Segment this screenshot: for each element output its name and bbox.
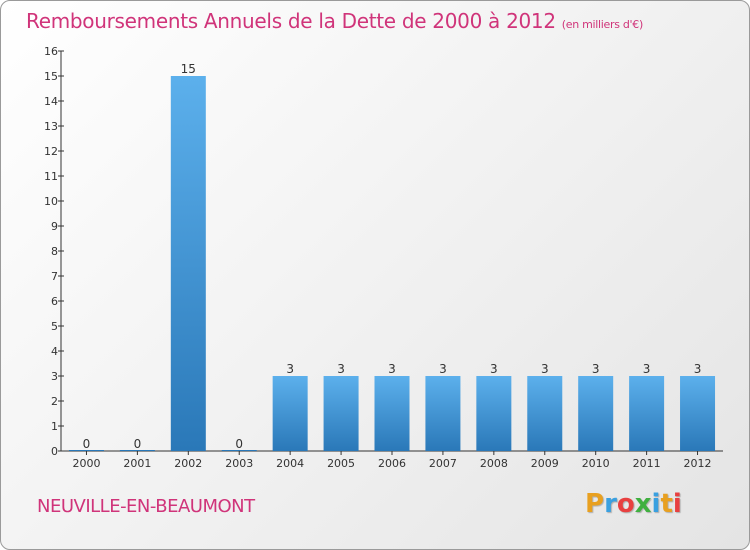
logo-letter: i — [651, 489, 661, 519]
logo-letter: o — [616, 489, 635, 519]
chart-unit: (en milliers d'€) — [561, 18, 643, 31]
data-label: 3 — [286, 362, 294, 376]
x-tick-label: 2004 — [276, 457, 304, 470]
x-tick-label: 2000 — [72, 457, 100, 470]
logo-letter: i — [672, 489, 682, 519]
chart-title: Remboursements Annuels de la Dette de 20… — [26, 9, 643, 33]
bar — [323, 376, 359, 451]
bar — [119, 450, 155, 451]
data-label: 15 — [181, 62, 196, 76]
y-tick-label: 6 — [51, 295, 58, 308]
data-label: 0 — [235, 437, 243, 451]
data-label: 3 — [388, 362, 396, 376]
y-tick-label: 1 — [51, 420, 58, 433]
x-tick-label: 2001 — [123, 457, 151, 470]
x-tick-label: 2002 — [174, 457, 202, 470]
y-tick-label: 11 — [44, 170, 58, 183]
proxiti-logo: Proxiti — [585, 489, 682, 519]
bar — [527, 376, 563, 451]
bar — [272, 376, 308, 451]
data-label: 3 — [490, 362, 498, 376]
data-label: 3 — [592, 362, 600, 376]
logo-letter: t — [660, 489, 673, 519]
y-tick-label: 13 — [44, 120, 58, 133]
x-tick-label: 2003 — [225, 457, 253, 470]
y-tick-label: 12 — [44, 145, 58, 158]
data-label: 0 — [134, 437, 142, 451]
y-tick-label: 7 — [51, 270, 58, 283]
y-tick-label: 2 — [51, 395, 58, 408]
x-tick-label: 2011 — [633, 457, 661, 470]
data-label: 3 — [337, 362, 345, 376]
data-label: 0 — [83, 437, 91, 451]
bar — [680, 376, 716, 451]
chart-title-text: Remboursements Annuels de la Dette de 20… — [26, 9, 556, 33]
bar — [221, 450, 257, 451]
x-tick-label: 2005 — [327, 457, 355, 470]
data-label: 3 — [541, 362, 549, 376]
bar — [170, 76, 206, 451]
x-tick-label: 2007 — [429, 457, 457, 470]
y-tick-label: 14 — [44, 95, 58, 108]
y-tick-label: 8 — [51, 245, 58, 258]
x-tick-label: 2012 — [684, 457, 712, 470]
y-tick-label: 15 — [44, 70, 58, 83]
logo-letter: r — [604, 489, 617, 519]
bar — [425, 376, 461, 451]
x-tick-label: 2009 — [531, 457, 559, 470]
bar — [476, 376, 512, 451]
y-tick-label: 16 — [44, 45, 58, 58]
bar — [68, 450, 104, 451]
town-name: NEUVILLE-EN-BEAUMONT — [37, 496, 255, 517]
logo-letter: P — [585, 489, 605, 519]
y-tick-label: 4 — [51, 345, 58, 358]
data-label: 3 — [439, 362, 447, 376]
x-tick-label: 2008 — [480, 457, 508, 470]
y-tick-label: 3 — [51, 370, 58, 383]
data-label: 3 — [694, 362, 702, 376]
data-label: 3 — [643, 362, 651, 376]
x-tick-label: 2006 — [378, 457, 406, 470]
bar — [578, 376, 614, 451]
logo-letter: x — [634, 489, 652, 519]
y-tick-label: 9 — [51, 220, 58, 233]
y-tick-label: 10 — [44, 195, 58, 208]
bars: 0 0 15 0 3 3 3 3 3 3 3 3 3 — [68, 62, 716, 451]
y-tick-label: 0 — [51, 445, 58, 458]
y-tick-label: 5 — [51, 320, 58, 333]
bar — [374, 376, 410, 451]
bar — [629, 376, 665, 451]
x-tick-label: 2010 — [582, 457, 610, 470]
